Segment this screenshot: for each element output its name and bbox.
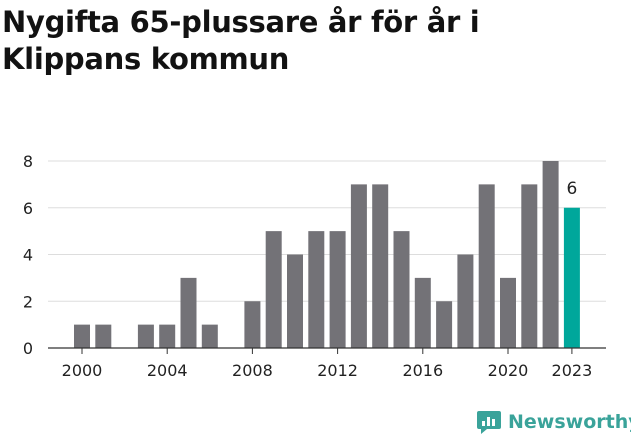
bar-2004 bbox=[159, 324, 176, 348]
y-tick-label: 8 bbox=[23, 152, 33, 171]
bar-2012 bbox=[329, 231, 346, 348]
y-tick-label: 0 bbox=[23, 339, 33, 358]
y-tick-label: 4 bbox=[23, 246, 33, 265]
bar-2022 bbox=[542, 161, 559, 348]
bar-2011 bbox=[308, 231, 325, 348]
y-tick-label: 2 bbox=[23, 292, 33, 311]
x-tick-label: 2000 bbox=[62, 361, 103, 380]
bar-2015 bbox=[393, 231, 410, 348]
y-axis: 0 2 4 6 8 bbox=[23, 152, 33, 358]
chart-title: Nygifta 65-plussare år för år i Klippans… bbox=[2, 5, 480, 76]
data-labels: 6 bbox=[566, 179, 577, 199]
bar-2017 bbox=[436, 301, 453, 348]
data-label: 6 bbox=[566, 179, 577, 199]
bar-2018 bbox=[457, 254, 474, 348]
bar-2014 bbox=[372, 184, 389, 348]
x-tick-label: 2004 bbox=[147, 361, 188, 380]
bar-2021 bbox=[521, 184, 538, 348]
bar-2009 bbox=[265, 231, 282, 348]
bar-chart: 2000 2004 2008 2012 2016 2020 2023 0 2 4 6 8 6 bbox=[23, 152, 606, 380]
bar-2023 bbox=[563, 207, 580, 348]
x-tick-label: 2016 bbox=[402, 361, 443, 380]
newsworthy-logo[interactable]: Newsworthy bbox=[476, 407, 631, 437]
bar-2010 bbox=[287, 254, 303, 348]
newsworthy-chart-icon bbox=[477, 411, 501, 434]
x-tick-label: 2020 bbox=[488, 361, 529, 380]
x-tick-label: 2012 bbox=[317, 361, 358, 380]
bar-2005 bbox=[180, 277, 197, 348]
x-tick-label: 2023 bbox=[552, 361, 593, 380]
y-tick-label: 6 bbox=[23, 199, 33, 218]
bar-2003 bbox=[137, 324, 154, 348]
brand-name: Newsworthy bbox=[508, 411, 631, 433]
bar-2016 bbox=[414, 277, 431, 348]
bar-2008 bbox=[244, 301, 261, 348]
bar-2019 bbox=[478, 184, 495, 348]
bars bbox=[74, 161, 580, 348]
x-axis: 2000 2004 2008 2012 2016 2020 2023 bbox=[48, 347, 606, 380]
bar-2000 bbox=[74, 324, 90, 348]
bar-2013 bbox=[350, 184, 367, 348]
x-tick-label: 2008 bbox=[232, 361, 273, 380]
bar-2020 bbox=[500, 277, 516, 348]
bar-2001 bbox=[95, 324, 112, 348]
bar-2006 bbox=[201, 324, 218, 348]
